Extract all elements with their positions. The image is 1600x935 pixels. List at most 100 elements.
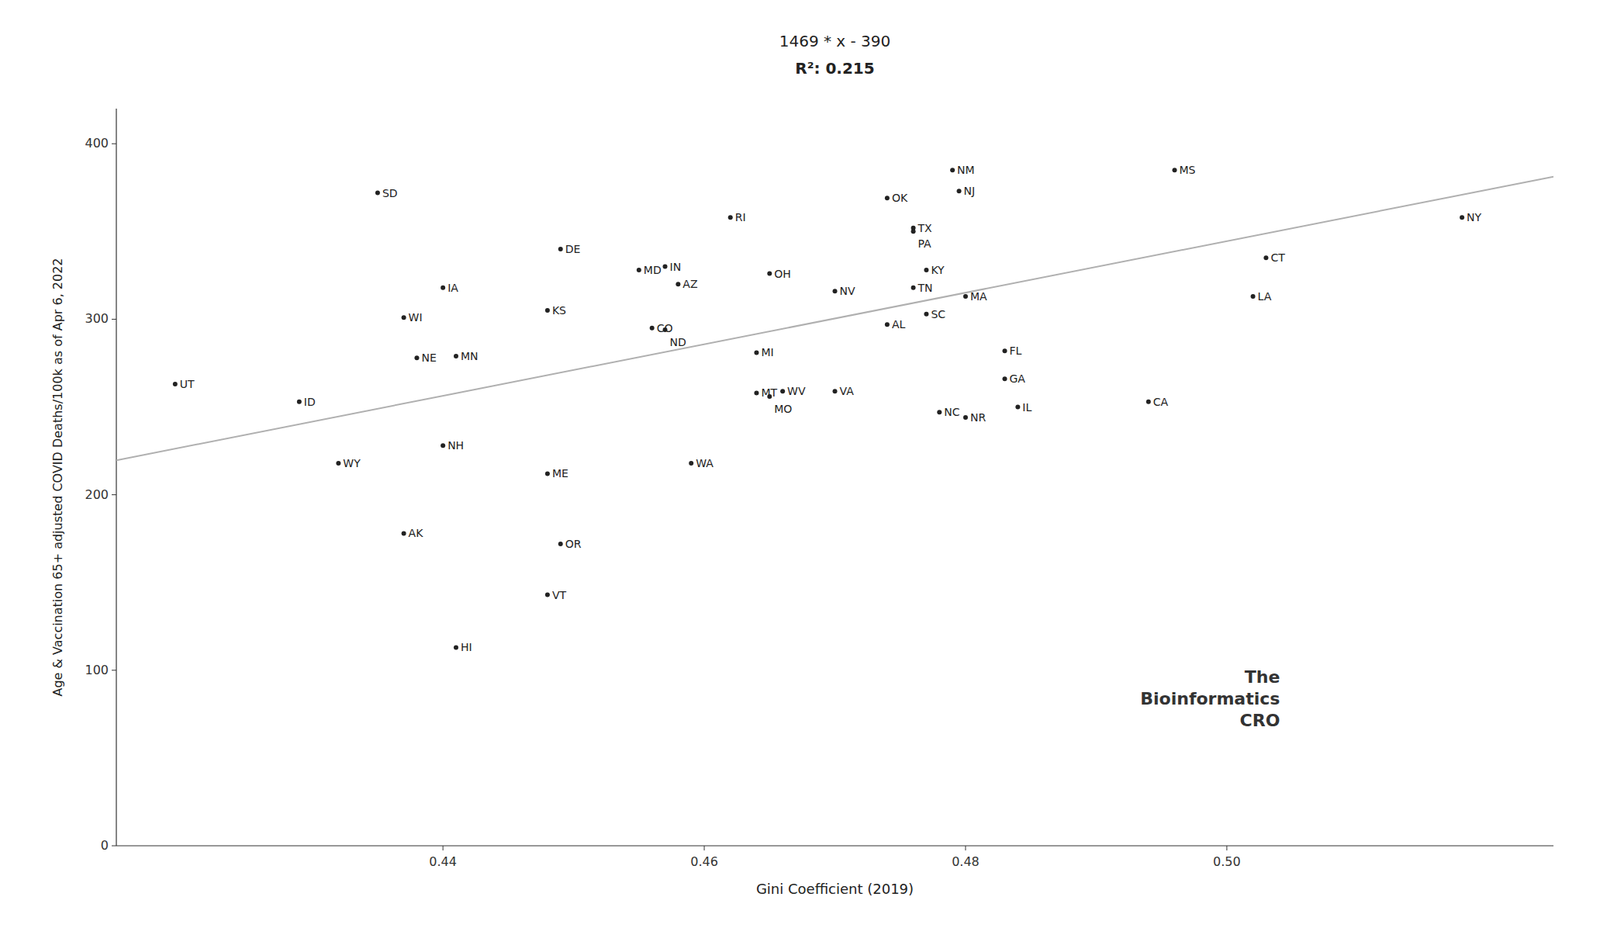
point-label: NE [421,351,436,364]
point [832,288,838,294]
point-label: WV [787,384,806,398]
y-tick-label: 0 [100,837,109,853]
logo-text: CRO [1240,710,1281,730]
point-label: NY [1466,210,1482,224]
point-label: VA [839,384,855,398]
point-label: OH [774,267,792,280]
point [558,246,564,252]
point [767,271,772,277]
point [636,267,642,273]
point [1015,404,1020,410]
point [545,592,550,598]
x-tick-label: 0.44 [428,853,457,869]
point-label: AZ [682,277,698,291]
x-tick-label: 0.50 [1212,853,1241,869]
point [545,470,550,476]
point-label: ME [552,466,569,480]
point [884,195,890,201]
point [414,355,419,360]
point [936,409,942,415]
y-tick-label: 400 [84,135,109,151]
point-label: DE [565,242,581,256]
point [649,325,655,331]
point-label: MI [760,345,774,359]
point [957,188,962,194]
point [1171,167,1177,173]
point [923,267,929,273]
point [963,414,968,420]
point [335,460,341,466]
point-label: MA [970,290,988,303]
x-tick [704,845,705,851]
point-label: CT [1270,251,1286,264]
point-label: NM [957,163,975,177]
point-label: GA [1009,372,1026,385]
point-label: KS [552,304,567,317]
y-tick-label: 100 [84,662,109,678]
point [440,285,446,291]
point-label: UT [179,377,195,391]
point-label: LA [1257,290,1272,303]
plot-area [116,167,1554,650]
point-label: SC [930,307,946,321]
point [675,281,681,287]
point-label: MS [1178,163,1196,177]
point-label: WY [342,456,361,470]
point-label: IA [447,281,459,294]
point-label: NC [943,405,960,419]
point-label: TX [917,221,934,235]
y-tick [111,143,117,145]
x-tick-label: 0.48 [951,853,980,869]
point-label: HI [460,640,473,654]
y-tick-label: 300 [84,311,109,326]
regression-line [116,176,1554,461]
point [950,167,955,173]
point [375,190,381,196]
x-tick [442,845,444,851]
x-axis-line [116,844,1554,846]
point-label: KY [930,263,945,277]
logo-text: The [1244,666,1281,687]
y-tick [111,494,117,495]
point [1146,399,1151,405]
point-label: CA [1153,395,1169,408]
point [297,399,302,405]
point-label: AK [408,526,425,540]
point [1002,376,1007,381]
x-tick [964,845,966,851]
point [172,381,178,387]
point [663,264,668,270]
y-axis-line [115,108,117,846]
point [1459,214,1465,220]
point [1250,293,1256,299]
logo-text: Bioinformatics [1140,688,1280,709]
y-tick-label: 200 [84,487,109,502]
point [911,228,916,234]
point-label: PA [918,237,933,250]
point [688,460,694,466]
point [780,388,785,394]
point [558,541,564,547]
point-label: NR [970,411,986,424]
point [440,442,446,448]
x-tick [1226,845,1227,851]
point-label: SD [382,186,398,200]
point [453,353,459,359]
y-tick [111,845,117,847]
point-label: NV [839,284,856,298]
point-labels: UTSDIDWYWIIANEMNNHAKHIKSMEVTDEORMDINCOND… [179,163,1483,654]
point-label: MT [760,386,778,399]
x-tick-label: 0.46 [690,853,719,869]
point [453,644,459,650]
point [884,321,890,327]
point-label: VT [552,588,567,602]
point [1263,255,1269,260]
point-label: IN [670,260,682,274]
point [545,307,550,313]
point [832,388,838,394]
y-tick [111,669,117,671]
point-label: IL [1022,400,1032,414]
point-label: ID [304,395,316,408]
y-axis-label: Age & Vaccination 65+ adjusted COVID Dea… [50,257,66,696]
point [911,285,916,291]
